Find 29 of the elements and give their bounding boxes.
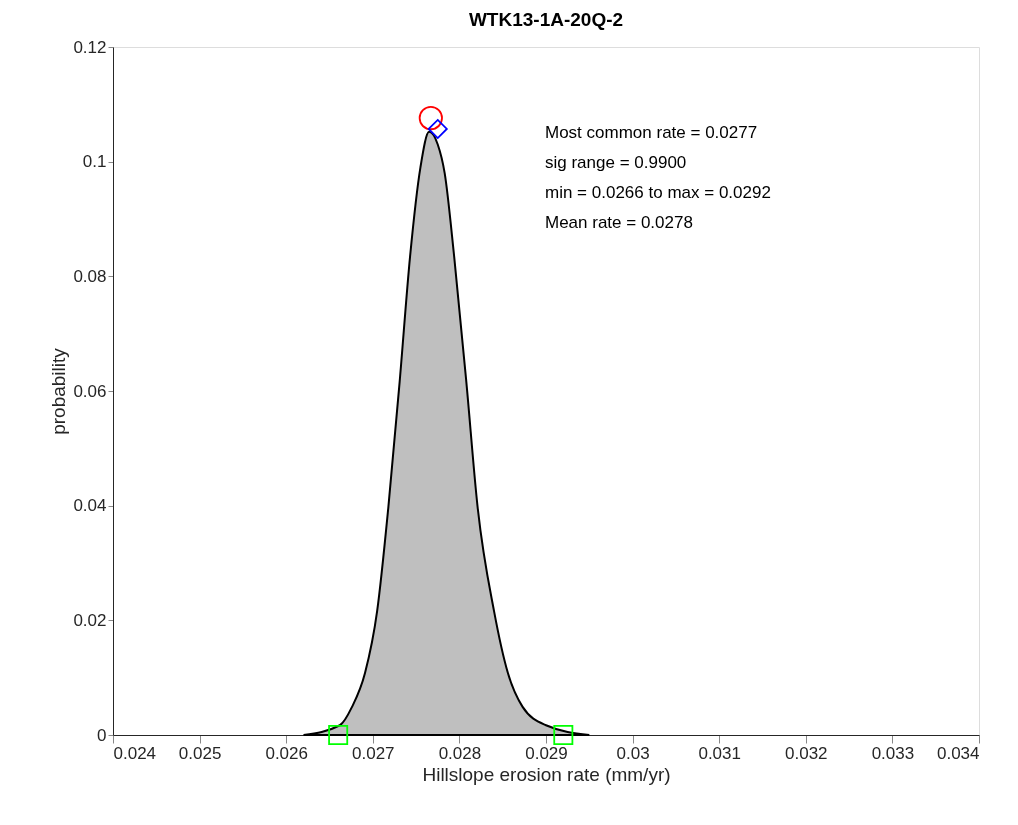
point (427, 119, 448, 139)
y-tick-label: 0 (97, 725, 107, 745)
annotation: min = 0.0266 to max = 0.0292 (545, 183, 771, 202)
chart-title: WTK13-1A-20Q-2 (468, 9, 624, 30)
point (328, 725, 349, 745)
x-tick-label: 0.033 (871, 743, 915, 763)
x-tick-label: 0.028 (438, 743, 482, 763)
x-tick-label: 0.026 (265, 743, 308, 763)
x-tick-label: 0.025 (178, 743, 222, 763)
y-tick-label: 0.04 (73, 496, 107, 516)
x-tick-label: 0.031 (698, 743, 741, 763)
y-tick-label: 0.06 (73, 381, 107, 401)
y-tick-label: 0.1 (82, 152, 107, 172)
y-tick-label: 0.12 (73, 37, 107, 57)
annotation: Mean rate = 0.0278 (545, 213, 693, 232)
x-axis-title: Hillslope erosion rate (mm/yr) (422, 763, 671, 785)
point (553, 725, 574, 745)
annotation: Most common rate = 0.0277 (545, 123, 758, 142)
y-tick-label: 0.02 (73, 610, 107, 630)
x-tick-label: 0.034 (936, 743, 980, 763)
x-tick-label: 0.03 (616, 743, 650, 763)
annotation: sig range = 0.9900 (545, 153, 687, 172)
x-tick-label: 0.029 (525, 743, 568, 763)
point (418, 106, 443, 131)
y-axis-title: probability (48, 347, 70, 435)
x-tick-label: 0.024 (113, 743, 157, 763)
x-tick-label: 0.027 (352, 743, 395, 763)
y-tick-label: 0.08 (73, 266, 107, 286)
x-tick-label: 0.032 (785, 743, 828, 763)
